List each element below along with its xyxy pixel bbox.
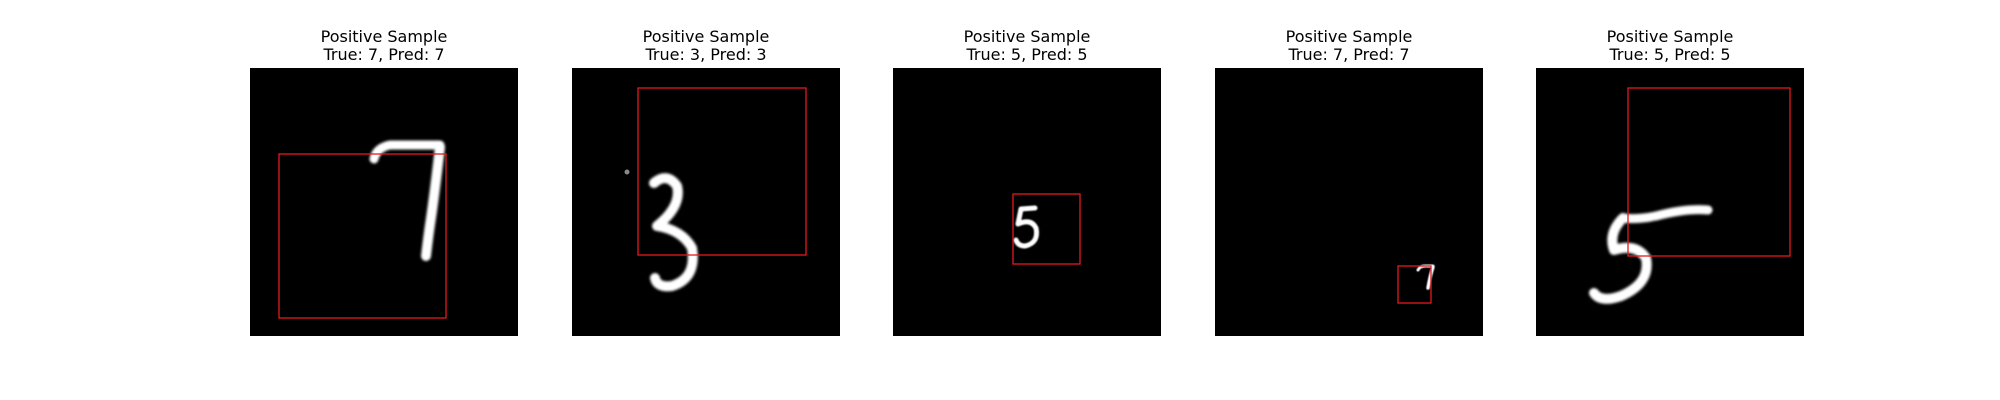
sample-panel-1: Positive Sample True: 7, Pred: 7 <box>250 28 518 336</box>
handwritten-digit-7 <box>369 140 445 261</box>
bounding-box <box>1397 265 1432 304</box>
panel-subtitle-line: True: 7, Pred: 7 <box>1288 45 1410 64</box>
panel-subtitle-line: True: 7, Pred: 7 <box>323 45 445 64</box>
panel-title-line: Positive Sample <box>963 27 1091 46</box>
panel-title: Positive Sample True: 7, Pred: 7 <box>1215 28 1483 68</box>
digit-image <box>1536 68 1804 336</box>
sample-panel-2: Positive Sample True: 3, Pred: 3 <box>572 28 840 336</box>
digit-image <box>572 68 840 336</box>
bounding-box <box>278 153 447 319</box>
handwritten-digit-5 <box>1589 205 1713 304</box>
panel-title-line: Positive Sample <box>1606 27 1734 46</box>
panel-subtitle-line: True: 3, Pred: 3 <box>645 45 767 64</box>
handwritten-digit-5 <box>1013 205 1039 249</box>
bounding-box <box>1012 193 1081 265</box>
digit-image <box>1215 68 1483 336</box>
bounding-box <box>1627 87 1791 257</box>
handwritten-digit-3 <box>649 173 698 292</box>
sample-panel-4: Positive Sample True: 7, Pred: 7 <box>1215 28 1483 336</box>
panel-title: Positive Sample True: 5, Pred: 5 <box>1536 28 1804 68</box>
bounding-box <box>637 87 807 256</box>
panel-title: Positive Sample True: 7, Pred: 7 <box>250 28 518 68</box>
digit-image <box>250 68 518 336</box>
sample-panel-3: Positive Sample True: 5, Pred: 5 <box>893 28 1161 336</box>
panel-title-line: Positive Sample <box>642 27 770 46</box>
panel-title-line: Positive Sample <box>320 27 448 46</box>
panel-title: Positive Sample True: 5, Pred: 5 <box>893 28 1161 68</box>
panel-title-line: Positive Sample <box>1285 27 1413 46</box>
panel-subtitle-line: True: 5, Pred: 5 <box>1609 45 1731 64</box>
digit-image <box>893 68 1161 336</box>
panel-subtitle-line: True: 5, Pred: 5 <box>966 45 1088 64</box>
panel-title: Positive Sample True: 3, Pred: 3 <box>572 28 840 68</box>
sample-panel-5: Positive Sample True: 5, Pred: 5 <box>1536 28 1804 336</box>
